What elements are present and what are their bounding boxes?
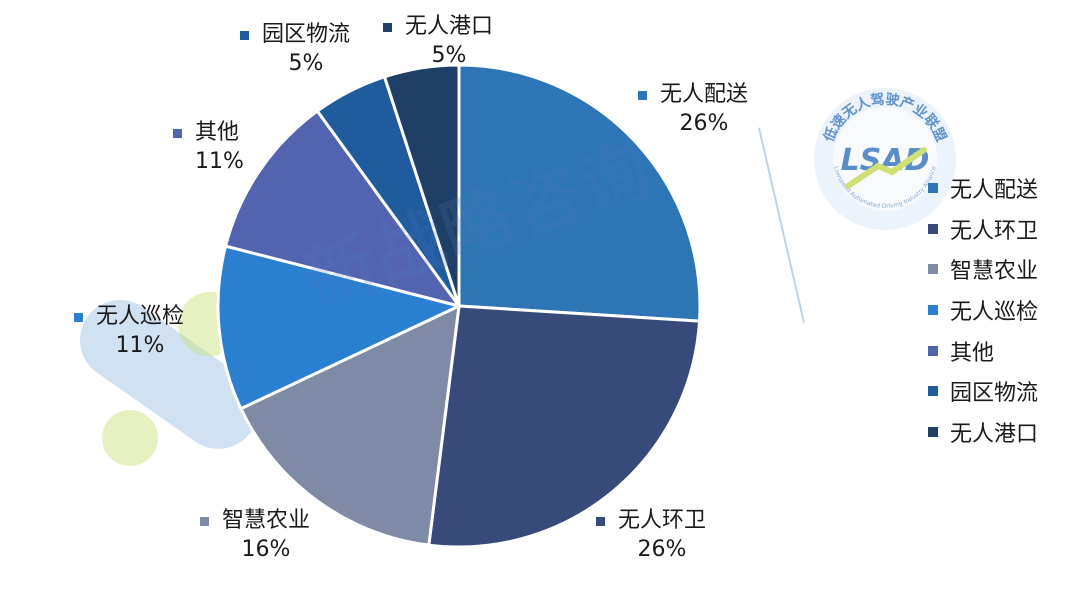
data-label-value: 26% (679, 111, 729, 136)
legend-label: 无人巡检 (950, 300, 1039, 326)
data-label-value: 26% (637, 537, 687, 562)
legend-item: 无人配送 (928, 168, 1078, 209)
legend-label: 智慧农业 (950, 259, 1039, 285)
legend-label: 无人港口 (950, 421, 1039, 447)
pie-slice-unmanned-sanitation (427, 304, 702, 549)
legend-swatch (928, 223, 938, 234)
data-label-name: 园区物流 (239, 22, 351, 47)
legend-item: 园区物流 (928, 371, 1078, 412)
legend-swatch (928, 183, 938, 194)
pie-slice-smart-agriculture (239, 304, 461, 547)
data-label-park-logistics: 园区物流 5% (239, 20, 351, 78)
data-label-value: 5% (431, 43, 467, 68)
legend-item: 无人港口 (928, 412, 1078, 453)
data-label-unmanned-inspection: 无人巡检 11% (73, 302, 185, 360)
legend-item: 无人巡检 (928, 290, 1078, 331)
legend-swatch (928, 305, 938, 316)
data-label-name: 其他 (173, 118, 244, 147)
legend-label: 其他 (950, 340, 995, 366)
data-label-other: 其他 11% (173, 118, 244, 176)
watermark-dot (102, 410, 158, 466)
data-label-unmanned-port: 无人港口 5% (382, 12, 494, 70)
data-label-value: 11% (195, 149, 244, 174)
legend-label: 无人环卫 (950, 218, 1039, 244)
data-label-unmanned-sanitation: 无人环卫 26% (595, 506, 707, 564)
data-label-name: 无人巡检 (73, 304, 185, 329)
data-label-name: 智慧农业 (199, 508, 311, 533)
legend-swatch (928, 386, 938, 397)
legend-swatch (928, 426, 938, 437)
pie-slice-unmanned-delivery (457, 63, 702, 323)
legend-item: 智慧农业 (928, 249, 1078, 290)
legend-label: 无人配送 (950, 178, 1039, 204)
pie-slice-unmanned-inspection (216, 244, 461, 411)
pie-slice-unmanned-port (383, 63, 461, 308)
data-label-name: 无人环卫 (595, 508, 707, 533)
alliance-seal-logo: 低速无人驾驶产业联盟 Lowspeed Automated Driving In… (814, 88, 956, 230)
data-label-smart-agriculture: 智慧农业 16% (199, 506, 311, 564)
data-label-value: 5% (288, 51, 324, 76)
data-label-name: 无人港口 (382, 14, 494, 39)
legend-swatch (928, 345, 938, 356)
legend: 无人配送 无人环卫 智慧农业 无人巡检 其他 园区物流 无人港口 (928, 168, 1078, 452)
pie-slice-other (224, 109, 461, 308)
legend-label: 园区物流 (950, 381, 1039, 407)
legend-item: 其他 (928, 330, 1078, 371)
data-label-value: 16% (241, 537, 291, 562)
data-label-value: 11% (115, 333, 165, 358)
data-label-unmanned-delivery: 无人配送 26% (637, 80, 749, 138)
data-label-name: 无人配送 (637, 82, 749, 107)
legend-swatch (928, 264, 938, 275)
legend-item: 无人环卫 (928, 209, 1078, 250)
